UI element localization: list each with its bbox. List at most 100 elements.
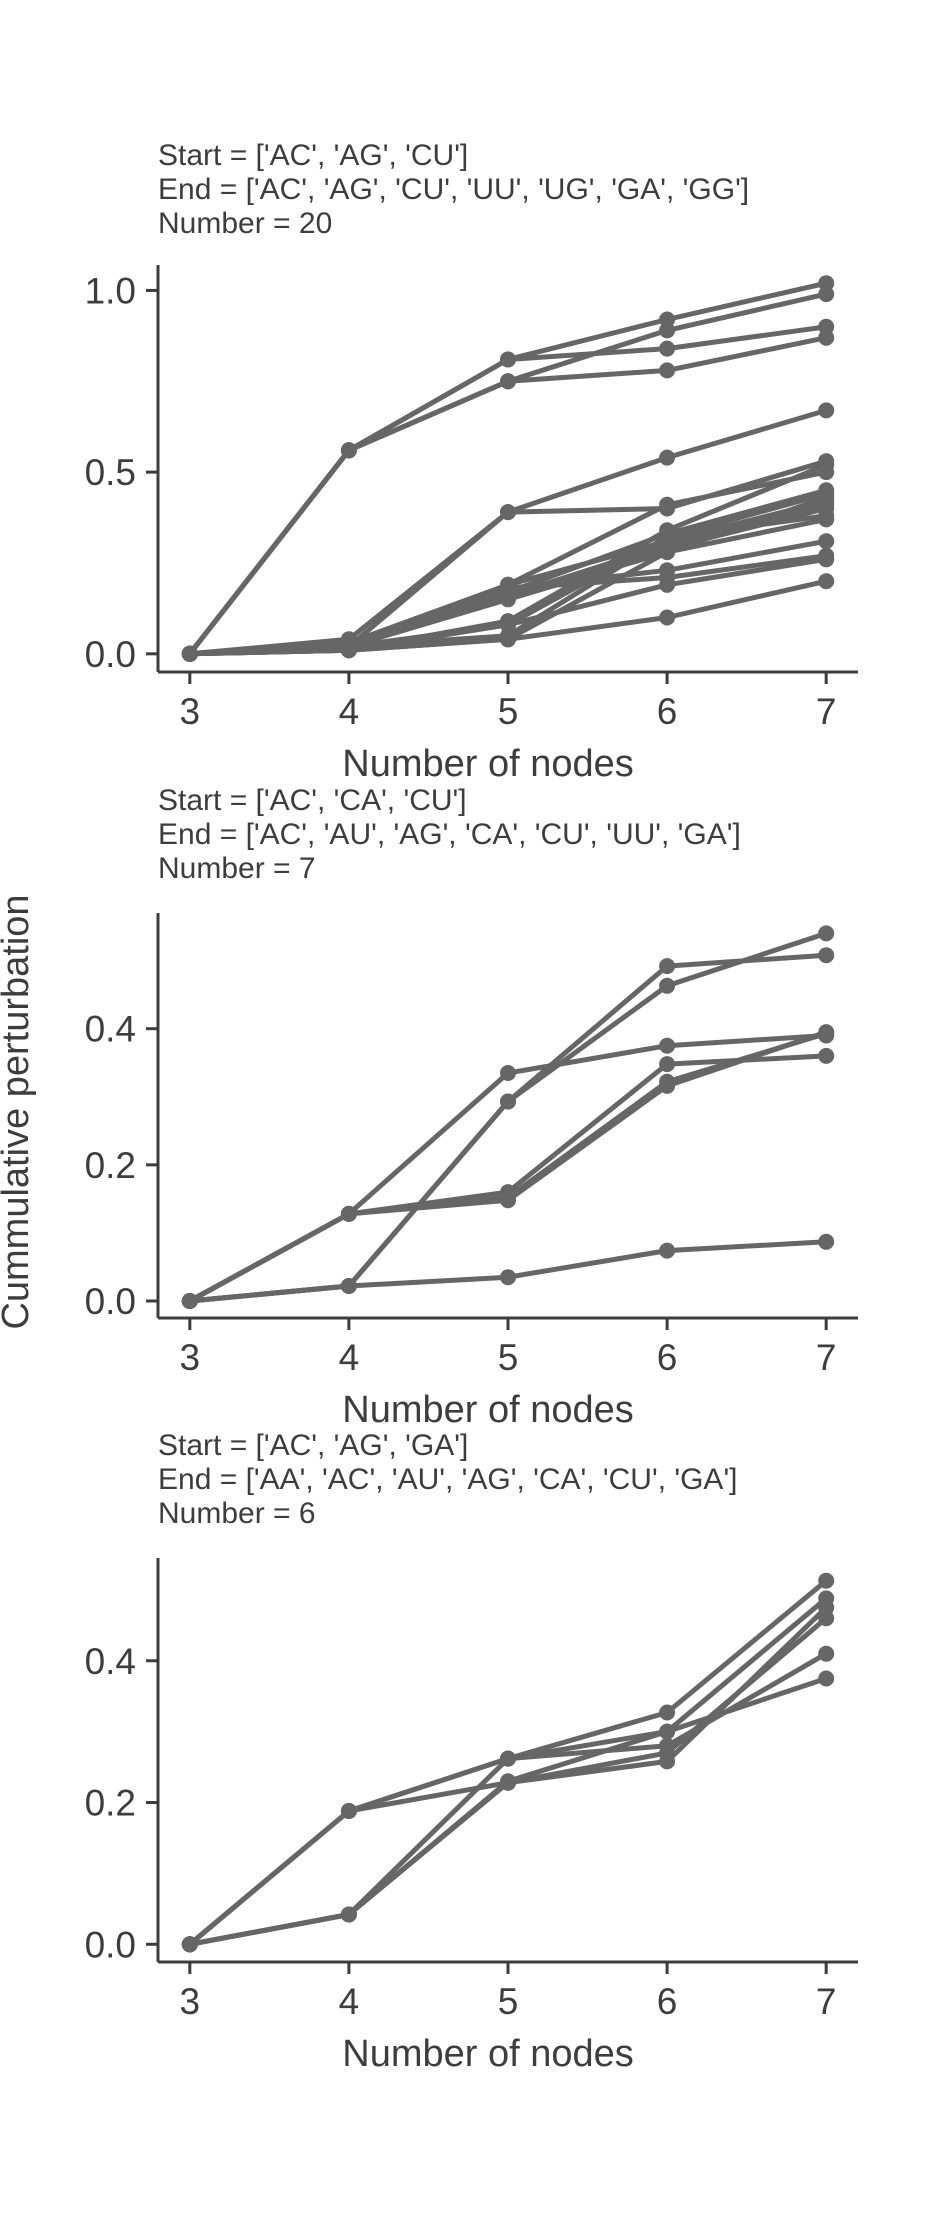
y-tick-label: 0.2 <box>85 1783 136 1824</box>
data-point <box>659 576 676 593</box>
chart-panel-1: Start = ['AC', 'AG', 'CU']End = ['AC', '… <box>85 139 858 785</box>
data-point <box>818 1024 835 1041</box>
chart-panel-2: Start = ['AC', 'CA', 'CU']End = ['AC', '… <box>85 784 858 1431</box>
x-tick-label: 7 <box>816 691 837 732</box>
x-tick-label: 5 <box>498 1337 519 1378</box>
y-tick-label: 0.4 <box>85 1641 136 1682</box>
x-tick-label: 3 <box>180 691 201 732</box>
chart-title-line: Start = ['AC', 'AG', 'GA'] <box>158 1429 468 1462</box>
data-point <box>659 1723 676 1740</box>
data-point <box>659 977 676 994</box>
y-tick-label: 0.0 <box>85 1281 136 1322</box>
data-point <box>340 1803 357 1819</box>
chart-title-line: End = ['AA', 'AC', 'AU', 'AG', 'CA', 'CU… <box>158 1463 738 1496</box>
x-tick-label: 3 <box>180 1337 201 1378</box>
data-point <box>659 609 676 626</box>
data-point <box>818 533 835 550</box>
data-point <box>659 322 676 339</box>
data-point <box>818 1572 835 1589</box>
x-axis-label: Number of nodes <box>342 1389 634 1431</box>
data-point <box>659 1077 676 1094</box>
data-point <box>181 645 198 662</box>
data-point <box>500 631 516 648</box>
x-tick-label: 4 <box>339 1981 360 2022</box>
y-tick-label: 1.0 <box>85 270 136 311</box>
data-point <box>659 1704 676 1721</box>
data-point <box>818 947 835 964</box>
x-tick-label: 5 <box>498 691 519 732</box>
data-point <box>818 402 835 419</box>
x-tick-label: 6 <box>657 1337 678 1378</box>
data-point <box>818 286 835 303</box>
y-tick-label: 0.0 <box>85 1924 136 1965</box>
x-tick-label: 7 <box>816 1981 837 2022</box>
y-tick-label: 0.0 <box>85 634 136 675</box>
data-point <box>659 1037 676 1054</box>
data-point <box>659 340 676 357</box>
x-axis-label: Number of nodes <box>342 743 634 785</box>
data-point <box>340 1278 357 1294</box>
data-point <box>340 442 357 459</box>
data-point <box>818 489 835 506</box>
y-tick-label: 0.2 <box>85 1145 136 1186</box>
y-tick-label: 0.4 <box>85 1009 136 1050</box>
chart-panel-3: Start = ['AC', 'AG', 'GA']End = ['AA', '… <box>85 1429 858 2075</box>
data-point <box>659 1056 676 1073</box>
data-point <box>659 1242 676 1259</box>
x-tick-label: 7 <box>816 1337 837 1378</box>
data-point <box>659 496 676 513</box>
chart-title-line: Number = 7 <box>158 852 316 885</box>
data-point <box>818 925 835 942</box>
data-point <box>659 958 676 975</box>
data-point <box>818 329 835 346</box>
data-point <box>818 1645 835 1662</box>
data-point <box>500 1774 516 1791</box>
x-tick-label: 4 <box>339 691 360 732</box>
data-point <box>500 1269 516 1286</box>
data-point <box>500 591 516 608</box>
data-point <box>500 504 516 521</box>
data-point <box>500 373 516 390</box>
data-point <box>818 1670 835 1687</box>
series-line <box>187 1595 829 1947</box>
x-tick-label: 4 <box>339 1337 360 1378</box>
x-tick-label: 3 <box>180 1981 201 2022</box>
data-point <box>500 1093 516 1110</box>
x-tick-label: 5 <box>498 1981 519 2022</box>
data-point <box>659 1753 676 1770</box>
chart-title-line: Number = 6 <box>158 1497 316 1530</box>
x-tick-label: 6 <box>657 1981 678 2022</box>
chart-title-line: End = ['AC', 'AG', 'CU', 'UU', 'UG', 'GA… <box>158 173 749 206</box>
x-axis-label: Number of nodes <box>342 2033 634 2075</box>
data-point <box>340 1906 357 1923</box>
data-point <box>500 1750 516 1767</box>
data-point <box>659 544 676 561</box>
chart-title-line: Number = 20 <box>158 207 332 240</box>
data-point <box>818 456 835 473</box>
y-tick-label: 0.5 <box>85 452 136 493</box>
data-point <box>659 449 676 466</box>
shared-y-axis-label: Cummulative perturbation <box>0 894 37 1329</box>
data-point <box>500 1065 516 1081</box>
data-point <box>181 1936 198 1953</box>
x-tick-label: 6 <box>657 691 678 732</box>
data-point <box>340 1205 357 1222</box>
data-point <box>500 616 516 633</box>
data-point <box>340 638 357 655</box>
series-line <box>187 1676 829 1947</box>
data-point <box>818 1599 835 1616</box>
data-point <box>818 573 835 590</box>
data-point <box>500 351 516 368</box>
data-point <box>181 1293 198 1309</box>
data-point <box>818 1233 835 1250</box>
data-point <box>500 1192 516 1209</box>
series-line <box>187 1053 829 1304</box>
chart-title-line: Start = ['AC', 'CA', 'CU'] <box>158 784 467 817</box>
chart-title-line: End = ['AC', 'AU', 'AG', 'CA', 'CU', 'UU… <box>158 818 741 851</box>
data-point <box>818 511 835 528</box>
data-point <box>818 551 835 568</box>
data-point <box>818 1047 835 1064</box>
data-point <box>659 362 676 379</box>
chart-title-line: Start = ['AC', 'AG', 'CU'] <box>158 139 468 172</box>
